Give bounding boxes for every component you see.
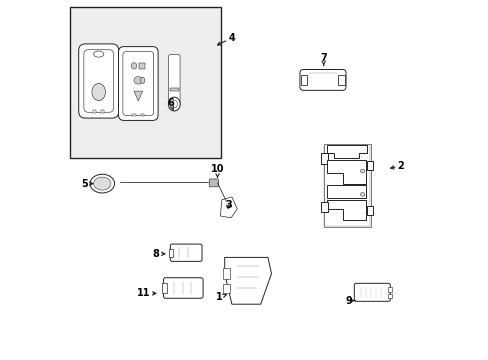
FancyBboxPatch shape [209,179,218,187]
Bar [366,161,372,170]
Polygon shape [220,197,237,218]
Polygon shape [224,257,271,304]
Polygon shape [323,144,370,227]
Bar [132,114,136,116]
Ellipse shape [93,51,103,57]
Bar [387,294,391,298]
Bar [93,110,96,113]
Bar [338,75,344,85]
Ellipse shape [90,174,114,193]
FancyBboxPatch shape [170,244,202,261]
Text: 9: 9 [345,296,354,306]
Text: 3: 3 [224,200,231,210]
FancyBboxPatch shape [122,51,153,116]
Text: 10: 10 [210,164,224,177]
Polygon shape [326,160,366,184]
Bar [387,287,391,292]
FancyBboxPatch shape [79,44,119,118]
Text: 8: 8 [153,249,164,259]
Bar [70,7,221,158]
Bar [223,284,229,292]
Bar [162,283,167,293]
FancyBboxPatch shape [168,55,180,105]
Bar [138,63,144,69]
Ellipse shape [360,169,364,173]
Bar [169,88,179,91]
Ellipse shape [92,84,105,100]
Bar [366,206,372,215]
FancyBboxPatch shape [163,278,203,298]
Ellipse shape [168,97,180,111]
Bar [101,110,104,113]
Polygon shape [326,145,366,158]
Bar [168,249,173,257]
Bar [141,114,144,116]
FancyBboxPatch shape [354,283,389,301]
Polygon shape [326,185,366,198]
Text: 5: 5 [81,179,93,189]
Text: 6: 6 [167,98,174,111]
Text: 1: 1 [216,292,226,302]
Text: 11: 11 [137,288,156,298]
FancyBboxPatch shape [118,47,158,121]
Ellipse shape [131,63,137,69]
Text: 4: 4 [217,33,235,45]
Ellipse shape [94,177,111,190]
Ellipse shape [134,77,142,84]
Ellipse shape [171,100,177,108]
Text: 7: 7 [320,53,326,66]
Bar [321,202,327,212]
FancyBboxPatch shape [83,50,113,112]
Polygon shape [134,91,142,101]
Ellipse shape [140,77,144,84]
Text: 2: 2 [390,161,404,171]
Ellipse shape [360,193,364,196]
FancyBboxPatch shape [299,69,346,90]
Bar [301,75,307,85]
Bar [223,268,229,279]
Bar [321,153,327,164]
Polygon shape [326,200,366,220]
